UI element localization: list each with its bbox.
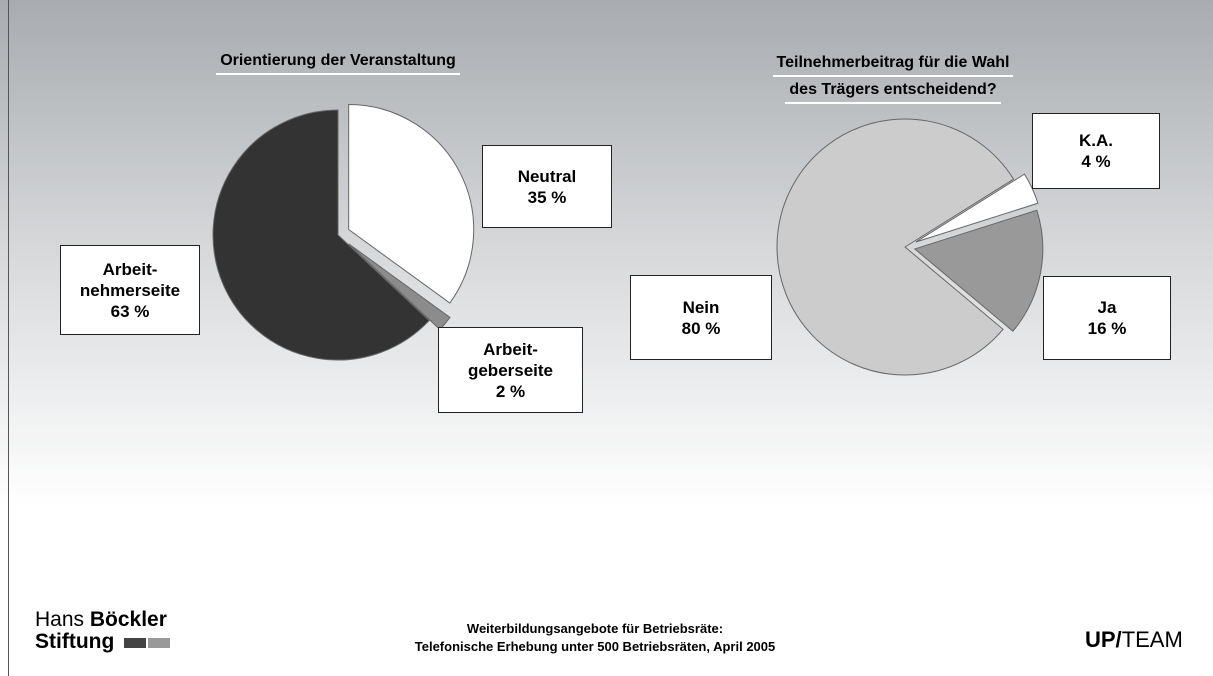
value-label: 2 % xyxy=(495,381,526,401)
slice-label: Ja 16 % xyxy=(1043,276,1171,360)
credit: Weiterbildungsangebote für Betriebsräte:… xyxy=(330,620,860,656)
category-label: Arbeit-geberseite xyxy=(467,339,554,380)
value-label: 80 % xyxy=(681,318,721,338)
slice-label: Neutral 35 % xyxy=(482,145,612,228)
category-label: Neutral xyxy=(517,166,577,186)
brand-part: UP/ xyxy=(1085,627,1122,652)
frame xyxy=(8,0,1213,676)
chart-title: Orientierung der Veranstaltung xyxy=(158,48,518,75)
slice-label: Arbeit-geberseite 2 % xyxy=(438,327,583,413)
chart-title-line: Teilnehmerbeitrag für die Wahl xyxy=(772,50,1014,77)
value-label: 4 % xyxy=(1081,152,1111,171)
pie-slice xyxy=(212,109,430,361)
brand: UP/TEAM xyxy=(1085,627,1183,653)
slice-label-text: Arbeit-geberseite 2 % xyxy=(446,339,575,402)
logo: Hans Böckler Stiftung xyxy=(9,563,258,676)
category-label: Ja xyxy=(1097,298,1117,317)
pie-slice xyxy=(913,209,1044,332)
credit-line: Weiterbildungsangebote für Betriebsräte: xyxy=(466,621,724,636)
pie-slice xyxy=(348,104,475,304)
slice-label: Nein 80 % xyxy=(630,275,772,360)
slice-label-text: K.A. 4 % xyxy=(1040,130,1152,172)
slice-label-text: Arbeit-nehmerseite 63 % xyxy=(68,259,192,322)
logo-word: Hans xyxy=(35,608,85,631)
chart-title-line: Orientierung der Veranstaltung xyxy=(216,48,460,75)
category-label: Nein xyxy=(682,297,720,317)
slice-label-text: Neutral 35 % xyxy=(490,166,604,208)
slice-label: K.A. 4 % xyxy=(1032,113,1160,189)
value-label: 35 % xyxy=(527,187,567,207)
category-label: Arbeit-nehmerseite xyxy=(79,259,181,300)
chart-title-line: des Trägers entscheidend? xyxy=(785,77,1001,104)
pie-slice xyxy=(776,118,1015,376)
chart-title: Teilnehmerbeitrag für die Wahl des Träger… xyxy=(713,50,1073,104)
brand-part: TEAM xyxy=(1121,627,1183,652)
slice-label-text: Nein 80 % xyxy=(638,297,764,339)
value-label: 63 % xyxy=(110,301,150,321)
logo-text: Hans Böckler Stiftung xyxy=(35,608,171,653)
category-label: K.A. xyxy=(1079,131,1113,150)
credit-line: Telefonische Erhebung unter 500 Betriebs… xyxy=(414,639,776,654)
slice-label: Arbeit-nehmerseite 63 % xyxy=(60,245,200,335)
slice-label-text: Ja 16 % xyxy=(1051,297,1163,339)
logo-word: Böckler xyxy=(89,608,167,631)
logo-word: Stiftung xyxy=(35,630,115,653)
value-label: 16 % xyxy=(1087,319,1127,338)
logo-bars xyxy=(124,638,171,648)
